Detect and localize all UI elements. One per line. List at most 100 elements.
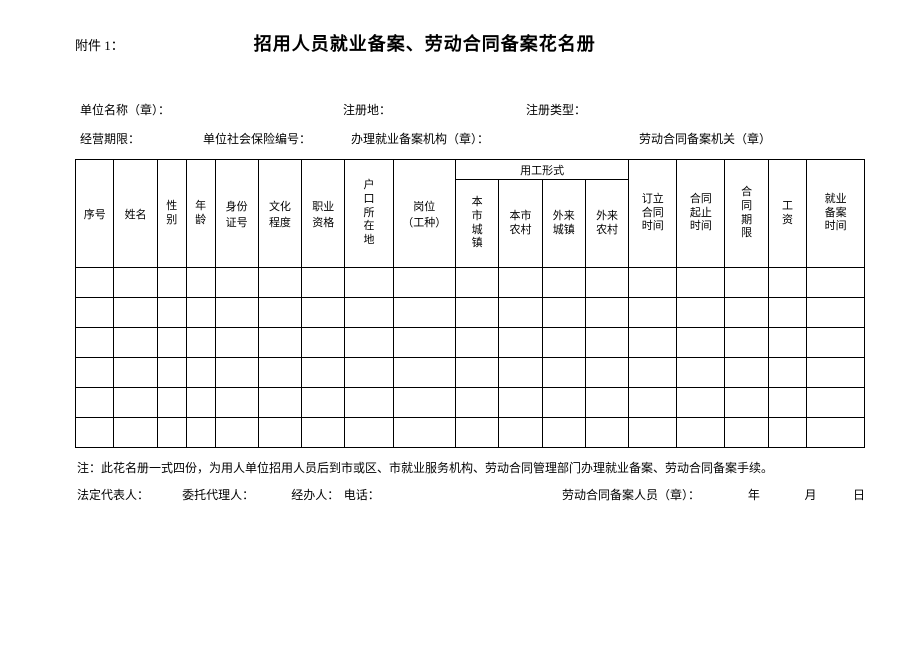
table-cell: [725, 388, 768, 418]
table-body: [76, 268, 865, 448]
table-cell: [186, 328, 215, 358]
col-post: 岗位（工种）: [393, 160, 456, 268]
col-emp-c1: 本市城镇: [456, 180, 499, 268]
table-cell: [456, 328, 499, 358]
table-cell: [725, 328, 768, 358]
table-row: [76, 358, 865, 388]
table-cell: [768, 358, 806, 388]
table-cell: [677, 298, 725, 328]
table-cell: [725, 298, 768, 328]
table-cell: [542, 268, 585, 298]
table-cell: [114, 418, 157, 448]
table-cell: [215, 418, 258, 448]
col-wage: 工资: [768, 160, 806, 268]
table-cell: [499, 268, 542, 298]
table-cell: [186, 418, 215, 448]
table-cell: [258, 388, 301, 418]
header-row: 附件 1： 招用人员就业备案、劳动合同备案花名册: [75, 30, 865, 56]
table-cell: [807, 328, 865, 358]
table-cell: [499, 358, 542, 388]
table-cell: [585, 388, 628, 418]
table-cell: [157, 418, 186, 448]
table-cell: [807, 388, 865, 418]
month-label: 月: [804, 486, 853, 503]
col-hukou: 户口所在地: [345, 160, 393, 268]
table-cell: [629, 298, 677, 328]
table-cell: [258, 268, 301, 298]
table-cell: [499, 418, 542, 448]
table-cell: [114, 358, 157, 388]
col-reg-time: 就业备案时间: [807, 160, 865, 268]
table-cell: [157, 328, 186, 358]
table-cell: [768, 418, 806, 448]
table-cell: [258, 418, 301, 448]
page-title: 招用人员就业备案、劳动合同备案花名册: [254, 30, 596, 56]
labor-agency-label: 劳动合同备案机关（章）: [639, 130, 771, 147]
col-emp-c2: 本市农村: [499, 180, 542, 268]
table-cell: [302, 358, 345, 388]
table-cell: [302, 268, 345, 298]
table-cell: [345, 298, 393, 328]
table-cell: [393, 358, 456, 388]
table-cell: [215, 328, 258, 358]
table-cell: [215, 358, 258, 388]
table-cell: [629, 328, 677, 358]
info-row-1: 单位名称（章）： 注册地： 注册类型：: [80, 101, 865, 118]
table-cell: [542, 388, 585, 418]
table-cell: [215, 388, 258, 418]
table-cell: [585, 298, 628, 328]
table-cell: [76, 328, 114, 358]
table-cell: [542, 328, 585, 358]
table-cell: [258, 328, 301, 358]
col-emp-c4: 外来农村: [585, 180, 628, 268]
table-cell: [76, 298, 114, 328]
table-cell: [807, 358, 865, 388]
social-ins-label: 单位社会保险编号：: [203, 130, 343, 147]
table-cell: [393, 328, 456, 358]
table-cell: [499, 298, 542, 328]
table-cell: [677, 358, 725, 388]
legal-rep-label: 法定代表人：: [77, 486, 182, 503]
table-cell: [629, 418, 677, 448]
table-cell: [157, 298, 186, 328]
table-cell: [456, 388, 499, 418]
table-cell: [499, 388, 542, 418]
table-cell: [393, 268, 456, 298]
table-cell: [393, 388, 456, 418]
table-row: [76, 298, 865, 328]
table-cell: [456, 298, 499, 328]
table-cell: [768, 328, 806, 358]
col-seq: 序号: [76, 160, 114, 268]
table-cell: [258, 358, 301, 388]
table-cell: [629, 358, 677, 388]
table-cell: [114, 298, 157, 328]
table-cell: [114, 388, 157, 418]
table-cell: [114, 268, 157, 298]
table-cell: [345, 418, 393, 448]
table-cell: [768, 268, 806, 298]
table-cell: [456, 418, 499, 448]
table-cell: [76, 418, 114, 448]
col-edu: 文化程度: [258, 160, 301, 268]
table-cell: [677, 328, 725, 358]
day-label: 日: [853, 486, 865, 503]
col-emp-form-group: 用工形式: [456, 160, 629, 180]
attachment-label: 附件 1：: [75, 35, 124, 54]
table-cell: [186, 358, 215, 388]
agent-label: 委托代理人：: [182, 486, 291, 503]
table-cell: [542, 298, 585, 328]
table-cell: [76, 388, 114, 418]
table-cell: [542, 418, 585, 448]
table-cell: [302, 328, 345, 358]
table-row: [76, 268, 865, 298]
col-name: 姓名: [114, 160, 157, 268]
emp-agency-label: 办理就业备案机构（章）：: [351, 130, 631, 147]
table-cell: [215, 298, 258, 328]
table-cell: [725, 268, 768, 298]
table-cell: [76, 358, 114, 388]
table-cell: [585, 328, 628, 358]
table-cell: [456, 358, 499, 388]
col-id: 身份证号: [215, 160, 258, 268]
col-age: 年龄: [186, 160, 215, 268]
table-cell: [345, 358, 393, 388]
